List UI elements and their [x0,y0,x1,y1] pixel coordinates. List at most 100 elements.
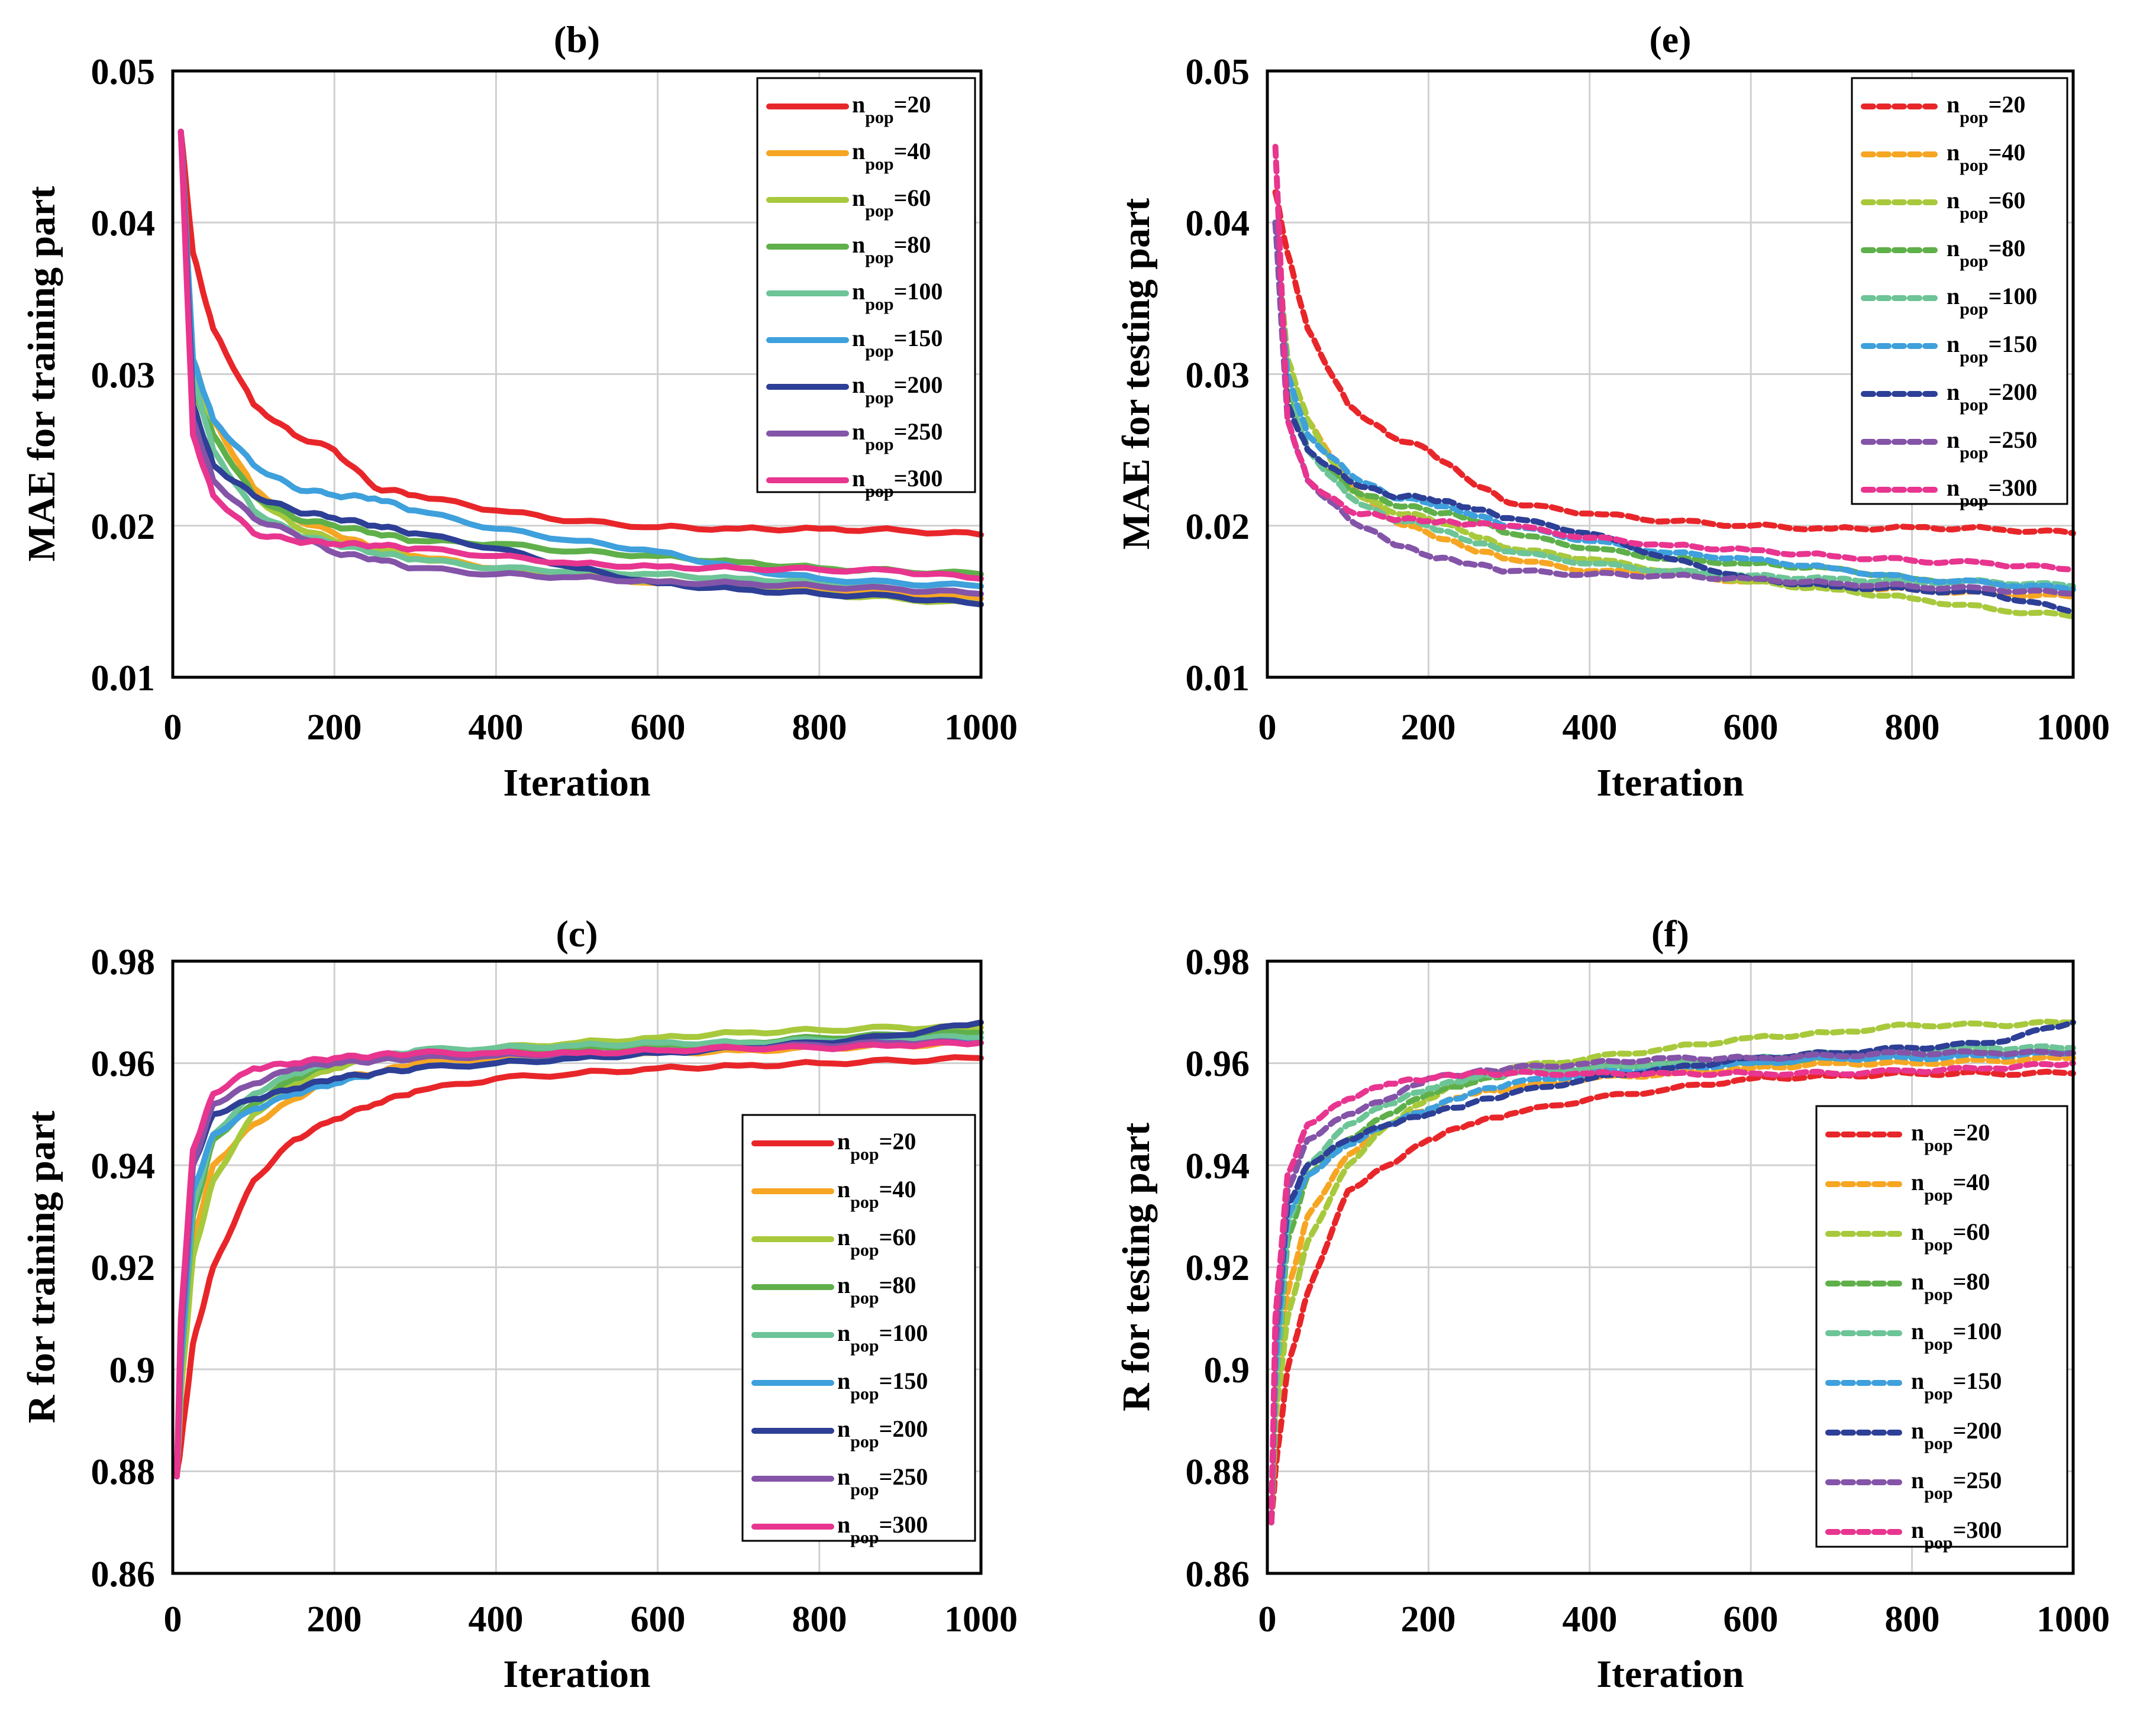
series-line-npop-300 [1268,1060,2076,1525]
legend-label-n: n [1947,283,1960,309]
y-tick-label: 0.96 [91,1044,156,1084]
legend-label-n: n [837,1368,850,1394]
x-tick-label: 800 [1885,1599,1940,1640]
legend-label-n: n [1911,1417,1924,1444]
panel-c-y-axis-label: R for training part [20,1111,63,1424]
legend-label: npop=20 [852,91,931,127]
legend-label-value: =100 [879,1320,928,1346]
legend-label-n: n [1911,1119,1924,1146]
legend-label-value: =80 [879,1272,916,1298]
legend-label-n: n [1911,1169,1924,1195]
legend-label: npop=200 [837,1415,928,1452]
legend-label-value: =300 [894,465,943,492]
x-tick-label: 400 [469,1599,524,1640]
x-tick-label: 800 [792,1599,847,1640]
legend-label-n: n [1947,379,1960,405]
legend-label: npop=200 [1911,1417,2002,1453]
legend-label: npop=60 [837,1224,916,1260]
x-tick-label: 1000 [944,707,1018,748]
legend-label-value: =80 [1953,1268,1990,1295]
legend-label-n: n [1947,235,1960,261]
legend-label-sub: pop [850,1480,879,1499]
panel-e-legend: npop=20npop=40npop=60npop=80npop=100npop… [1851,77,2068,510]
legend-label-n: n [1911,1517,1924,1543]
y-tick-label: 0.86 [91,1554,156,1595]
legend-label-sub: pop [865,388,893,408]
legend-label: npop=100 [1947,283,2037,319]
legend-label-n: n [1911,1467,1924,1494]
y-tick-label: 0.04 [1186,203,1250,244]
legend-label-sub: pop [865,435,893,454]
legend-label: npop=60 [1911,1218,1990,1255]
x-tick-label: 0 [1258,707,1277,748]
panel-f: (f) 0 200 400 600 800 1000 0.86 0.88 0.9… [1115,913,2110,1696]
legend-label-n: n [852,418,865,445]
legend-label-n: n [852,185,865,211]
y-tick-label: 0.02 [91,507,156,547]
legend-label-n: n [837,1463,850,1490]
x-tick-label: 400 [1563,707,1618,748]
legend-label-value: =60 [1989,187,2026,214]
y-tick-label: 0.04 [91,203,156,244]
legend-label-value: =300 [1953,1517,2002,1543]
legend-label-n: n [1911,1368,1924,1394]
panel-f-x-ticks: 0 200 400 600 800 1000 [1258,1599,2110,1640]
legend-box [741,1114,976,1542]
x-tick-label: 600 [631,1599,686,1640]
panel-b-series [177,128,984,607]
legend-label-sub: pop [1924,1334,1952,1354]
legend-label-sub: pop [1924,1533,1952,1553]
legend-label-value: =100 [894,278,943,305]
legend-label: npop=40 [852,138,931,174]
series-line-npop-20 [173,1054,984,1480]
panel-e-x-axis-label: Iteration [1596,761,1744,804]
legend-label-sub: pop [1924,1185,1952,1205]
y-tick-label: 0.88 [91,1452,156,1492]
legend-label-sub: pop [1960,347,1988,367]
x-tick-label: 400 [469,707,524,748]
legend-label: npop=80 [1947,235,2025,271]
legend-label-value: =250 [879,1463,928,1490]
legend-label-sub: pop [1960,203,1988,223]
panel-e-y-axis-label: MAE for testing part [1115,198,1158,550]
series-line-npop-20 [1268,1068,2076,1525]
panel-c-series [173,1019,984,1480]
legend-label-n: n [837,1272,850,1298]
legend-label-value: =20 [894,91,931,118]
panel-f-series [1268,1019,2076,1525]
y-tick-label: 0.03 [91,355,156,396]
panel-b: (b) 0 200 400 600 800 1000 0.01 0.02 0.0… [20,18,1018,804]
panel-e-y-ticks: 0.01 0.02 0.03 0.04 0.05 [1186,52,1250,699]
legend-label-sub: pop [850,1192,879,1212]
panel-b-title: (b) [554,18,600,60]
legend-label: npop=150 [837,1368,928,1404]
panel-b-x-axis-label: Iteration [503,761,650,804]
legend-label-n: n [1947,474,1960,501]
panel-b-x-ticks: 0 200 400 600 800 1000 [164,707,1018,748]
y-tick-label: 0.05 [91,52,156,92]
panel-c-axes-frame [171,959,983,1575]
legend-label-value: =80 [894,231,931,258]
legend-label-n: n [837,1224,850,1250]
series-line-npop-100 [1272,219,2076,590]
legend-label-value: =200 [879,1415,928,1442]
legend-label-sub: pop [1960,443,1988,463]
panel-c-legend: npop=20npop=40npop=60npop=80npop=100npop… [741,1114,976,1547]
series-line-npop-200 [177,128,984,607]
legend-label-sub: pop [850,1336,879,1356]
legend-label-sub: pop [850,1145,879,1164]
legend-label-value: =60 [894,185,931,211]
legend-label: npop=300 [852,465,943,501]
legend-label-sub: pop [1960,491,1988,510]
legend-label-n: n [837,1128,850,1155]
legend-label-sub: pop [865,108,893,127]
legend-label-n: n [852,231,865,258]
y-tick-label: 0.9 [109,1350,156,1391]
y-tick-label: 0.88 [1186,1452,1250,1492]
series-line-npop-60 [1272,219,2076,620]
legend-label-n: n [1947,91,1960,118]
series-line-npop-100 [177,128,984,590]
legend-label-sub: pop [1924,1235,1952,1255]
y-tick-label: 0.98 [91,942,156,982]
